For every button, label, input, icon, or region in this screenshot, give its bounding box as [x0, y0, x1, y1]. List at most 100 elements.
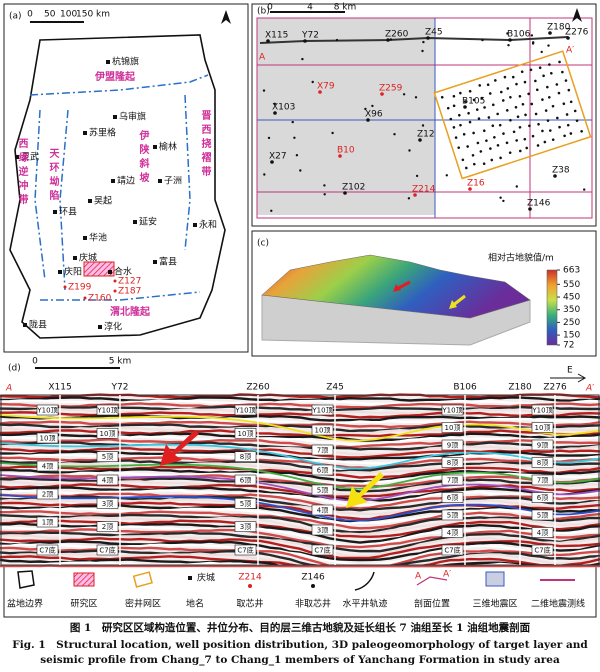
red-arrow-head: [393, 284, 401, 292]
well: [273, 111, 277, 115]
well-dot: [389, 38, 393, 41]
horizon-tag: [441, 404, 464, 416]
well-dot: [498, 123, 502, 127]
place-name: 榆林: [159, 141, 177, 153]
well-dot: [459, 123, 462, 127]
dense-well-area: [433, 50, 592, 180]
legend-label: 非取芯井: [295, 598, 331, 610]
well-dot: [506, 32, 509, 35]
well-dot: [515, 185, 518, 188]
direction-arrow: [550, 373, 587, 383]
well-dot: [569, 100, 573, 104]
panel-a-frame: [3, 3, 249, 353]
well-dot: [528, 124, 531, 128]
north-arrow: [221, 10, 231, 24]
profile-end: A: [259, 53, 266, 63]
horizon-tag: [531, 422, 554, 433]
scale-label: 100: [60, 10, 77, 20]
seismic-reflector: [0, 465, 600, 479]
well-dot: [483, 106, 486, 109]
seismic-reflector: [0, 540, 600, 562]
region-name: 渭北隆起: [110, 305, 151, 318]
well-dot: [547, 96, 551, 99]
horizon-tag: [96, 404, 119, 416]
well-dot: [551, 138, 555, 141]
colorbar-title: 相对古地貌值/m: [488, 252, 554, 264]
place-marker: [15, 155, 19, 159]
well-dot: [518, 94, 522, 98]
place-marker: [88, 199, 92, 203]
well-dot: [564, 79, 568, 82]
well-dot: [502, 199, 505, 203]
horizon-tag: [234, 404, 257, 416]
well-dot: [531, 134, 535, 138]
horizon-label: 3顶: [102, 500, 113, 508]
well-dot: [486, 83, 490, 87]
yellow-arrow: [346, 472, 384, 508]
horizon-tag: [234, 521, 257, 532]
horizon-label: Y10顶: [531, 407, 552, 415]
caption-cn: 图 1 研究区区域构造位置、井位分布、目的层三维古地貌及延长组长 7 油组至长 …: [70, 621, 531, 634]
well-dot: [520, 70, 524, 74]
well-dot: [262, 89, 266, 92]
well-dot: [548, 63, 551, 66]
well-dot: [537, 122, 540, 126]
well-dot: [468, 89, 472, 93]
fault-line: [59, 109, 69, 291]
well-name: Z276: [543, 383, 567, 393]
horizon-tag: [441, 422, 464, 433]
horizon-line: [0, 414, 600, 442]
well-dot: [449, 117, 453, 121]
place-marker: [23, 323, 27, 327]
horizon-tag: [311, 524, 334, 536]
well-name: Z259: [379, 84, 403, 94]
well-dot: [511, 75, 515, 79]
region-name: 天环坳陷: [47, 148, 59, 204]
horizon-label: 7顶: [317, 447, 328, 455]
horizon-label: 8顶: [447, 459, 458, 467]
well-dot: [547, 44, 550, 47]
well-dot: [515, 139, 518, 142]
well-name: Z16: [467, 179, 485, 189]
panel-b-frame: [251, 3, 597, 227]
core-well: [113, 289, 117, 293]
place-marker: [158, 179, 162, 183]
well: [266, 39, 270, 43]
horizon-tag: [311, 484, 334, 496]
well-dot: [534, 79, 537, 83]
horizon-label: 3顶: [240, 523, 251, 531]
well-dot: [440, 95, 444, 99]
fault-line: [184, 94, 191, 251]
horizon-tag: [441, 527, 464, 538]
horizon-tag: [441, 457, 464, 468]
horizon-tag: [531, 404, 554, 416]
horizon-tag: [36, 460, 59, 472]
horizon-tag: [441, 492, 464, 503]
horizon-label: 4顶: [102, 477, 113, 485]
place-marker: [73, 256, 77, 260]
panel-label: (c): [257, 239, 269, 249]
horizon-label: 10顶: [535, 424, 551, 432]
profile-end: A′: [566, 46, 574, 56]
well: [418, 138, 422, 142]
well: [366, 118, 370, 122]
well-dot: [472, 98, 476, 102]
seismic-reflector: [0, 462, 600, 475]
place-marker: [133, 220, 137, 224]
region-name: 伊陕斜坡: [137, 129, 150, 186]
direction-label: E: [567, 366, 573, 376]
horizon-tag: [531, 474, 554, 486]
wells-unlabeled: [262, 32, 586, 212]
place-name: 华池: [89, 232, 107, 244]
horizon-tag: [36, 404, 59, 416]
horizon-label: C7底: [444, 546, 460, 555]
horizon-tag: [311, 464, 334, 476]
well: [566, 36, 570, 40]
well-dot: [452, 94, 456, 98]
well-dot: [331, 131, 334, 135]
horizon-label: 3顶: [317, 527, 328, 535]
horizon-label: C7底: [39, 546, 55, 555]
well-name: Z260: [385, 30, 409, 40]
colorbar-label: 72: [563, 341, 574, 351]
well-name: Z45: [326, 383, 344, 393]
